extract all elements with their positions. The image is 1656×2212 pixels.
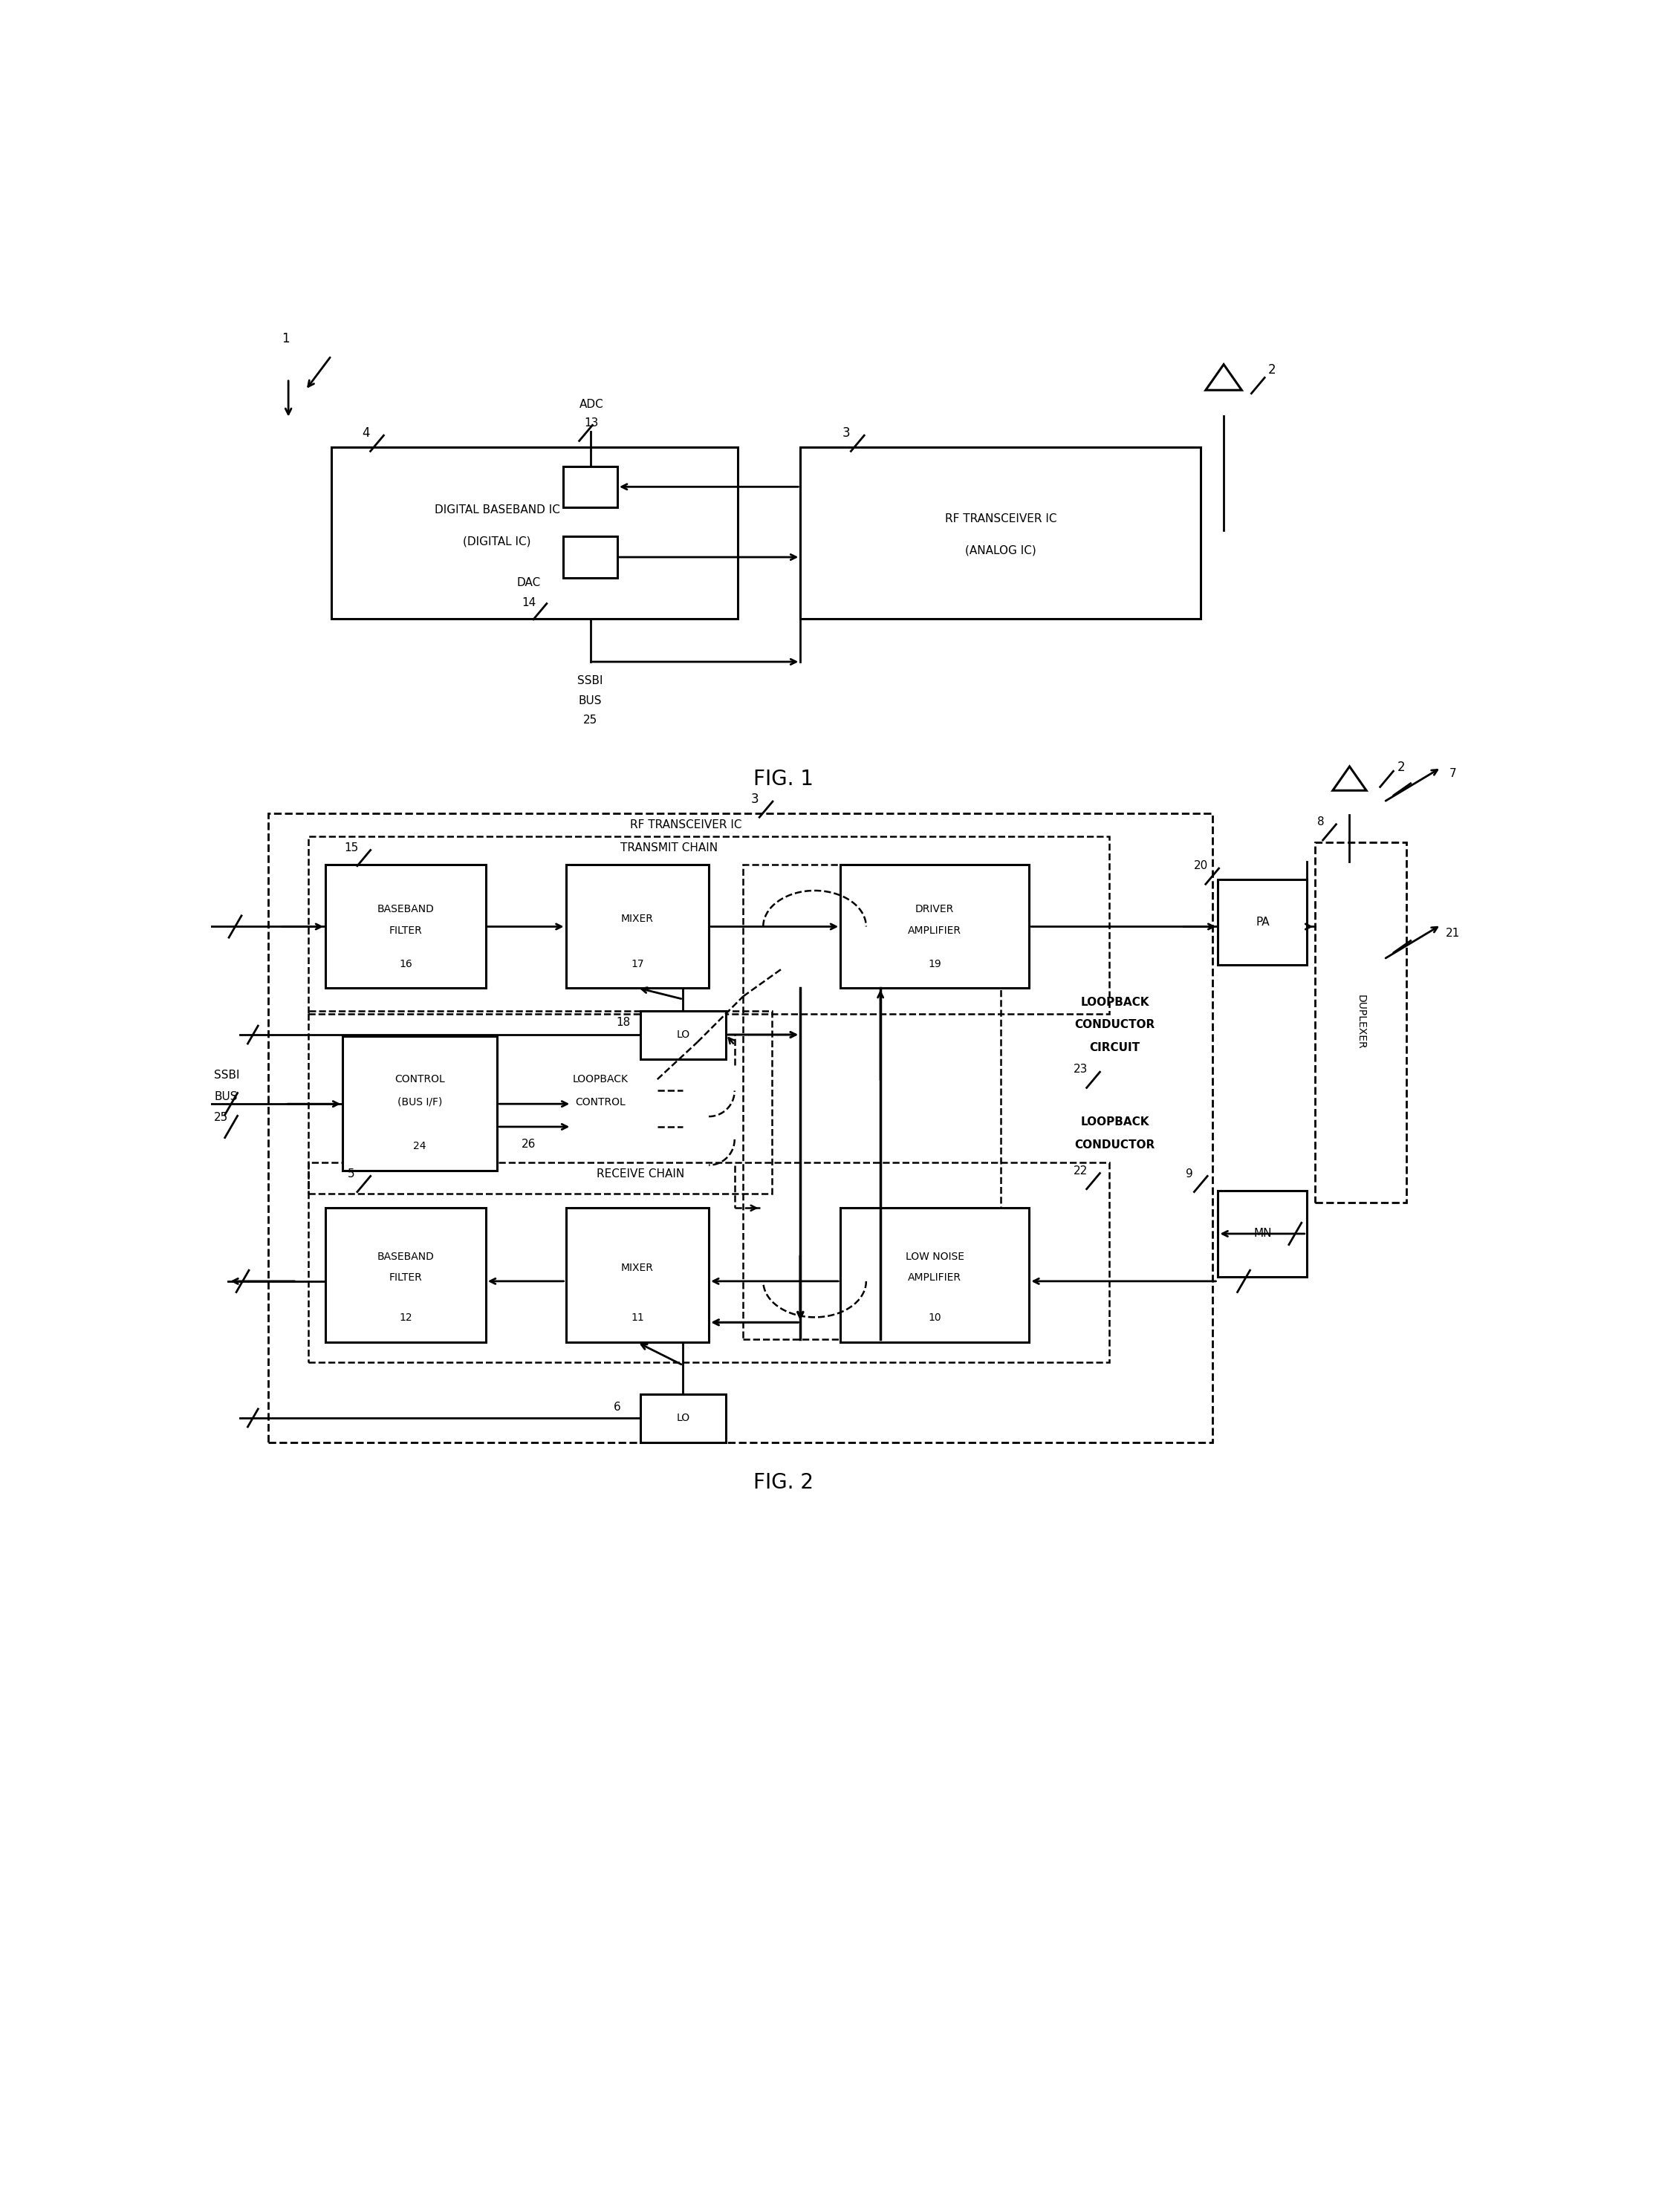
- Bar: [641, 1394, 725, 1442]
- Text: 19: 19: [929, 958, 941, 969]
- Text: 2: 2: [1268, 363, 1277, 376]
- Text: MIXER: MIXER: [621, 1263, 654, 1274]
- Text: DUPLEXER: DUPLEXER: [1356, 995, 1366, 1048]
- Text: 24: 24: [414, 1141, 427, 1152]
- Text: LO: LO: [676, 1413, 691, 1422]
- Text: FILTER: FILTER: [389, 1272, 422, 1283]
- Bar: [1217, 878, 1307, 964]
- Text: MIXER: MIXER: [621, 914, 654, 925]
- Text: 7: 7: [1449, 768, 1456, 779]
- Bar: [343, 1037, 497, 1170]
- Text: AMPLIFIER: AMPLIFIER: [907, 1272, 962, 1283]
- Text: 3: 3: [843, 427, 850, 440]
- Text: 21: 21: [1446, 927, 1459, 940]
- Bar: [840, 865, 1028, 989]
- Bar: [1217, 1190, 1307, 1276]
- Text: 12: 12: [399, 1312, 412, 1323]
- Bar: [744, 865, 1000, 1340]
- Text: 17: 17: [631, 958, 644, 969]
- Bar: [563, 467, 618, 507]
- Text: AMPLIFIER: AMPLIFIER: [907, 925, 962, 936]
- Text: 15: 15: [344, 843, 358, 854]
- Bar: [563, 538, 618, 577]
- Text: FIG. 2: FIG. 2: [753, 1473, 813, 1493]
- Text: (ANALOG IC): (ANALOG IC): [965, 544, 1037, 555]
- Text: LOOPBACK: LOOPBACK: [1081, 998, 1149, 1009]
- Text: 18: 18: [616, 1018, 631, 1029]
- Bar: [308, 836, 1110, 1013]
- Text: PA: PA: [1255, 916, 1270, 927]
- Text: BUS: BUS: [578, 695, 603, 706]
- Text: 26: 26: [522, 1139, 537, 1150]
- Bar: [641, 1011, 725, 1060]
- Text: (DIGITAL IC): (DIGITAL IC): [464, 535, 532, 546]
- Text: 25: 25: [214, 1113, 229, 1124]
- Text: BASEBAND: BASEBAND: [378, 1252, 434, 1261]
- Text: RF TRANSCEIVER IC: RF TRANSCEIVER IC: [944, 513, 1057, 524]
- Text: 20: 20: [1194, 860, 1207, 872]
- Bar: [1315, 843, 1406, 1203]
- Text: LOOPBACK: LOOPBACK: [573, 1075, 628, 1084]
- Text: CONTROL: CONTROL: [394, 1075, 445, 1084]
- Text: (BUS I/F): (BUS I/F): [397, 1097, 442, 1108]
- Text: 9: 9: [1186, 1168, 1192, 1179]
- Text: ADC: ADC: [580, 398, 604, 409]
- Text: 13: 13: [585, 418, 599, 429]
- Text: BUS: BUS: [214, 1091, 237, 1102]
- Text: LOW NOISE: LOW NOISE: [906, 1252, 964, 1261]
- Text: MN: MN: [1254, 1228, 1272, 1239]
- Text: FIG. 1: FIG. 1: [753, 768, 813, 790]
- Text: CONDUCTOR: CONDUCTOR: [1075, 1020, 1156, 1031]
- Text: RECEIVE CHAIN: RECEIVE CHAIN: [596, 1168, 684, 1179]
- Text: 1: 1: [282, 332, 290, 345]
- Text: 5: 5: [348, 1168, 354, 1179]
- Text: RF TRANSCEIVER IC: RF TRANSCEIVER IC: [629, 818, 742, 830]
- Text: DIGITAL BASEBAND IC: DIGITAL BASEBAND IC: [434, 504, 560, 515]
- Text: FILTER: FILTER: [389, 925, 422, 936]
- Text: CONTROL: CONTROL: [575, 1097, 626, 1108]
- Bar: [308, 1161, 1110, 1363]
- Text: 16: 16: [399, 958, 412, 969]
- Bar: [326, 1208, 485, 1343]
- Bar: [308, 1011, 772, 1194]
- Bar: [326, 865, 485, 989]
- Text: CIRCUIT: CIRCUIT: [1090, 1042, 1141, 1053]
- Text: 2: 2: [1398, 761, 1404, 774]
- Text: 8: 8: [1318, 816, 1325, 827]
- Text: 14: 14: [522, 597, 537, 608]
- Bar: [800, 447, 1201, 619]
- Bar: [566, 865, 709, 989]
- Text: CONDUCTOR: CONDUCTOR: [1075, 1139, 1156, 1150]
- Text: LOOPBACK: LOOPBACK: [1081, 1117, 1149, 1128]
- Text: TRANSMIT CHAIN: TRANSMIT CHAIN: [619, 843, 717, 854]
- Text: 6: 6: [614, 1402, 621, 1413]
- Text: SSBI: SSBI: [578, 675, 603, 686]
- Text: SSBI: SSBI: [214, 1071, 240, 1082]
- Text: BASEBAND: BASEBAND: [378, 905, 434, 914]
- Text: LO: LO: [676, 1029, 691, 1040]
- Text: 11: 11: [631, 1312, 644, 1323]
- Bar: [331, 447, 737, 619]
- Text: 23: 23: [1073, 1064, 1088, 1075]
- Text: 4: 4: [361, 427, 369, 440]
- Text: 10: 10: [929, 1312, 941, 1323]
- Bar: [268, 814, 1212, 1442]
- Text: 22: 22: [1073, 1166, 1088, 1177]
- Bar: [566, 1208, 709, 1343]
- Text: 25: 25: [583, 714, 598, 726]
- Text: DAC: DAC: [517, 577, 540, 588]
- Bar: [840, 1208, 1028, 1343]
- Text: 3: 3: [750, 792, 758, 805]
- Text: DRIVER: DRIVER: [916, 905, 954, 914]
